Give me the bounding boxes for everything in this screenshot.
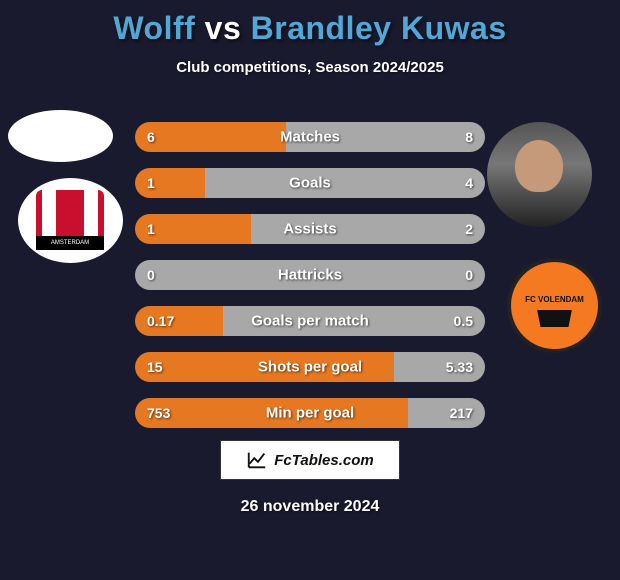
bar-right [251, 214, 486, 244]
player2-club-badge: FC VOLENDAM [507, 258, 602, 353]
bar-left [135, 398, 408, 428]
stats-area: Matches68Goals14Assists12Hattricks00Goal… [135, 122, 485, 444]
stat-value-right: 5.33 [446, 359, 473, 375]
stat-value-left: 0.17 [147, 313, 174, 329]
player1-club-badge: AMSTERDAM [18, 178, 123, 263]
site-badge: FcTables.com [220, 440, 400, 480]
comparison-title: Wolff vs Brandley Kuwas [0, 0, 620, 47]
stat-value-left: 1 [147, 175, 155, 191]
vs-separator: vs [205, 10, 242, 46]
stat-value-left: 753 [147, 405, 170, 421]
bar-right [135, 260, 485, 290]
stat-row: Shots per goal155.33 [135, 352, 485, 382]
stat-value-right: 4 [465, 175, 473, 191]
player1-name: Wolff [113, 10, 195, 46]
club-left-band: AMSTERDAM [36, 236, 104, 250]
site-name: FcTables.com [274, 452, 373, 469]
stat-value-right: 0 [465, 267, 473, 283]
bar-left [135, 352, 394, 382]
stat-row: Hattricks00 [135, 260, 485, 290]
stat-row: Matches68 [135, 122, 485, 152]
bar-right [223, 306, 486, 336]
stat-row: Min per goal753217 [135, 398, 485, 428]
stat-value-right: 8 [465, 129, 473, 145]
subtitle: Club competitions, Season 2024/2025 [0, 59, 620, 76]
bar-left [135, 168, 205, 198]
player2-avatar [487, 122, 592, 227]
player1-avatar [8, 110, 113, 162]
stat-value-left: 15 [147, 359, 163, 375]
bar-right [286, 122, 486, 152]
stat-value-right: 2 [465, 221, 473, 237]
stat-value-left: 0 [147, 267, 155, 283]
club-right-text: FC VOLENDAM [511, 295, 598, 304]
date-label: 26 november 2024 [0, 498, 620, 516]
stat-row: Goals per match0.170.5 [135, 306, 485, 336]
bar-right [205, 168, 485, 198]
bar-left [135, 122, 286, 152]
stat-value-right: 0.5 [454, 313, 473, 329]
chart-icon [246, 449, 268, 471]
player2-name: Brandley Kuwas [251, 10, 507, 46]
stat-row: Goals14 [135, 168, 485, 198]
stat-value-left: 6 [147, 129, 155, 145]
stat-value-left: 1 [147, 221, 155, 237]
bar-right [408, 398, 485, 428]
stat-row: Assists12 [135, 214, 485, 244]
stat-value-right: 217 [450, 405, 473, 421]
